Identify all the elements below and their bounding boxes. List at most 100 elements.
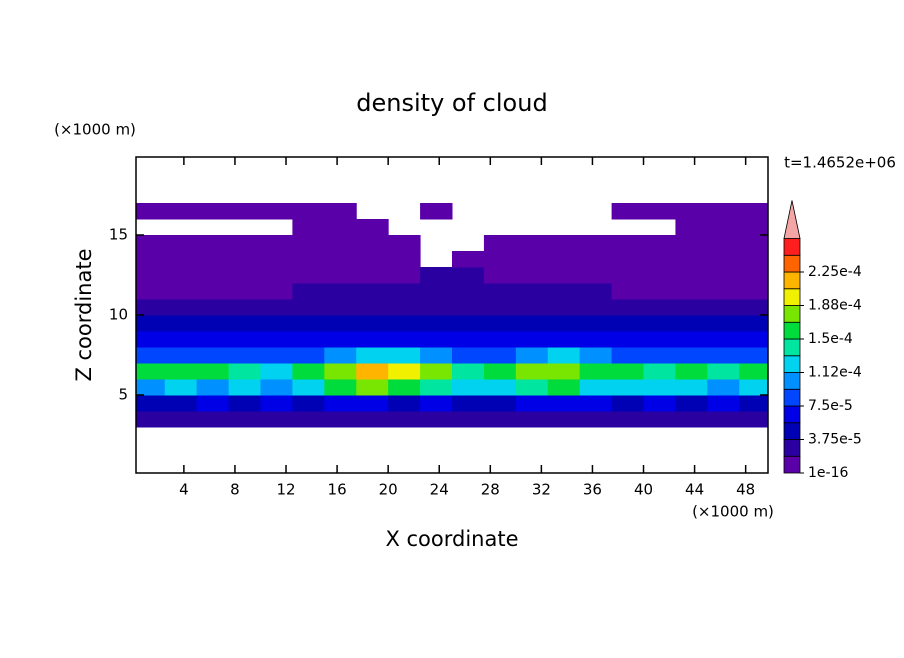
contour-cell — [136, 363, 166, 380]
contour-cell — [675, 299, 708, 316]
contour-cell — [643, 347, 676, 364]
contour-cell — [707, 267, 740, 284]
contour-cell — [675, 315, 708, 332]
contour-cell — [136, 251, 166, 268]
contour-cell — [420, 379, 453, 396]
contour-cell — [136, 203, 166, 220]
contour-cell — [739, 315, 768, 332]
contour-cell — [196, 315, 230, 332]
colorbar-tick-label: 1.5e-4 — [808, 331, 853, 347]
colorbar-band — [783, 372, 801, 390]
x-tick-label: 12 — [276, 481, 295, 499]
contour-cell — [739, 411, 768, 428]
contour-cell — [515, 379, 549, 396]
contour-cell — [356, 363, 389, 380]
contour-cell — [228, 347, 261, 364]
contour-cell — [452, 251, 485, 268]
contour-cell — [547, 251, 581, 268]
contour-cell — [452, 283, 485, 300]
contour-cell — [292, 283, 325, 300]
colorbar-band — [783, 338, 801, 357]
contour-cell — [483, 331, 517, 348]
contour-cell — [547, 315, 581, 332]
colorbar-band — [783, 405, 801, 424]
contour-cell — [228, 203, 261, 220]
contour-cell — [292, 315, 325, 332]
contour-cell — [356, 267, 389, 284]
contour-cell — [420, 411, 453, 428]
contour-cell — [356, 219, 389, 236]
contour-cell — [388, 363, 421, 380]
contour-cell — [611, 267, 645, 284]
contour-cell — [515, 315, 549, 332]
contour-cell — [196, 283, 230, 300]
contour-cell — [739, 267, 768, 284]
contour-cell — [547, 347, 581, 364]
y-unit: (×1000 m) — [54, 121, 136, 139]
contour-cell — [324, 203, 357, 220]
contour-cell — [356, 411, 389, 428]
contour-cell — [136, 347, 166, 364]
contour-cell — [164, 299, 198, 316]
x-tick-label: 48 — [736, 481, 755, 499]
contour-cell — [164, 379, 198, 396]
contour-cell — [611, 235, 645, 252]
contour-cell — [196, 235, 230, 252]
contour-cell — [228, 283, 261, 300]
contour-cell — [483, 363, 517, 380]
contour-cell — [228, 235, 261, 252]
contour-cell — [136, 283, 166, 300]
contour-cell — [579, 363, 613, 380]
contour-cell — [452, 331, 485, 348]
contour-cell — [579, 267, 613, 284]
contour-cell — [452, 395, 485, 412]
contour-cell — [579, 283, 613, 300]
contour-cell — [324, 379, 357, 396]
contour-cell — [260, 235, 293, 252]
contour-cell — [260, 299, 293, 316]
contour-cell — [643, 251, 676, 268]
contour-cell — [164, 315, 198, 332]
contour-cell — [675, 379, 708, 396]
contour-cell — [675, 347, 708, 364]
contour-cell — [324, 395, 357, 412]
contour-cell — [356, 379, 389, 396]
contour-cell — [164, 283, 198, 300]
x-tick-label: 8 — [230, 481, 240, 499]
contour-cell — [547, 299, 581, 316]
contour-cell — [356, 331, 389, 348]
contour-cell — [483, 251, 517, 268]
contour-cell — [196, 331, 230, 348]
x-unit: (×1000 m) — [692, 503, 774, 521]
contour-cell — [515, 347, 549, 364]
contour-cell — [356, 395, 389, 412]
x-tick-label: 40 — [634, 481, 653, 499]
contour-cell — [292, 331, 325, 348]
contour-cell — [643, 315, 676, 332]
contour-cell — [515, 331, 549, 348]
contour-cell — [420, 395, 453, 412]
contour-cell — [675, 235, 708, 252]
contour-cell — [611, 411, 645, 428]
contour-cell — [547, 267, 581, 284]
contour-cell — [643, 363, 676, 380]
contour-cell — [707, 363, 740, 380]
contour-cell — [515, 299, 549, 316]
contour-cell — [228, 379, 261, 396]
contour-cell — [611, 347, 645, 364]
contour-cell — [388, 331, 421, 348]
contour-cell — [260, 411, 293, 428]
contour-cell — [483, 379, 517, 396]
contour-cell — [324, 267, 357, 284]
colorbar-band — [783, 254, 801, 273]
contour-cell — [260, 331, 293, 348]
contour-cell — [196, 379, 230, 396]
contour-cell — [388, 235, 421, 252]
colorbar-tick-label: 1.88e-4 — [808, 298, 862, 314]
contour-cell — [611, 363, 645, 380]
contour-cell — [643, 267, 676, 284]
contour-cell — [136, 299, 166, 316]
contour-cell — [643, 331, 676, 348]
contour-cell — [579, 251, 613, 268]
